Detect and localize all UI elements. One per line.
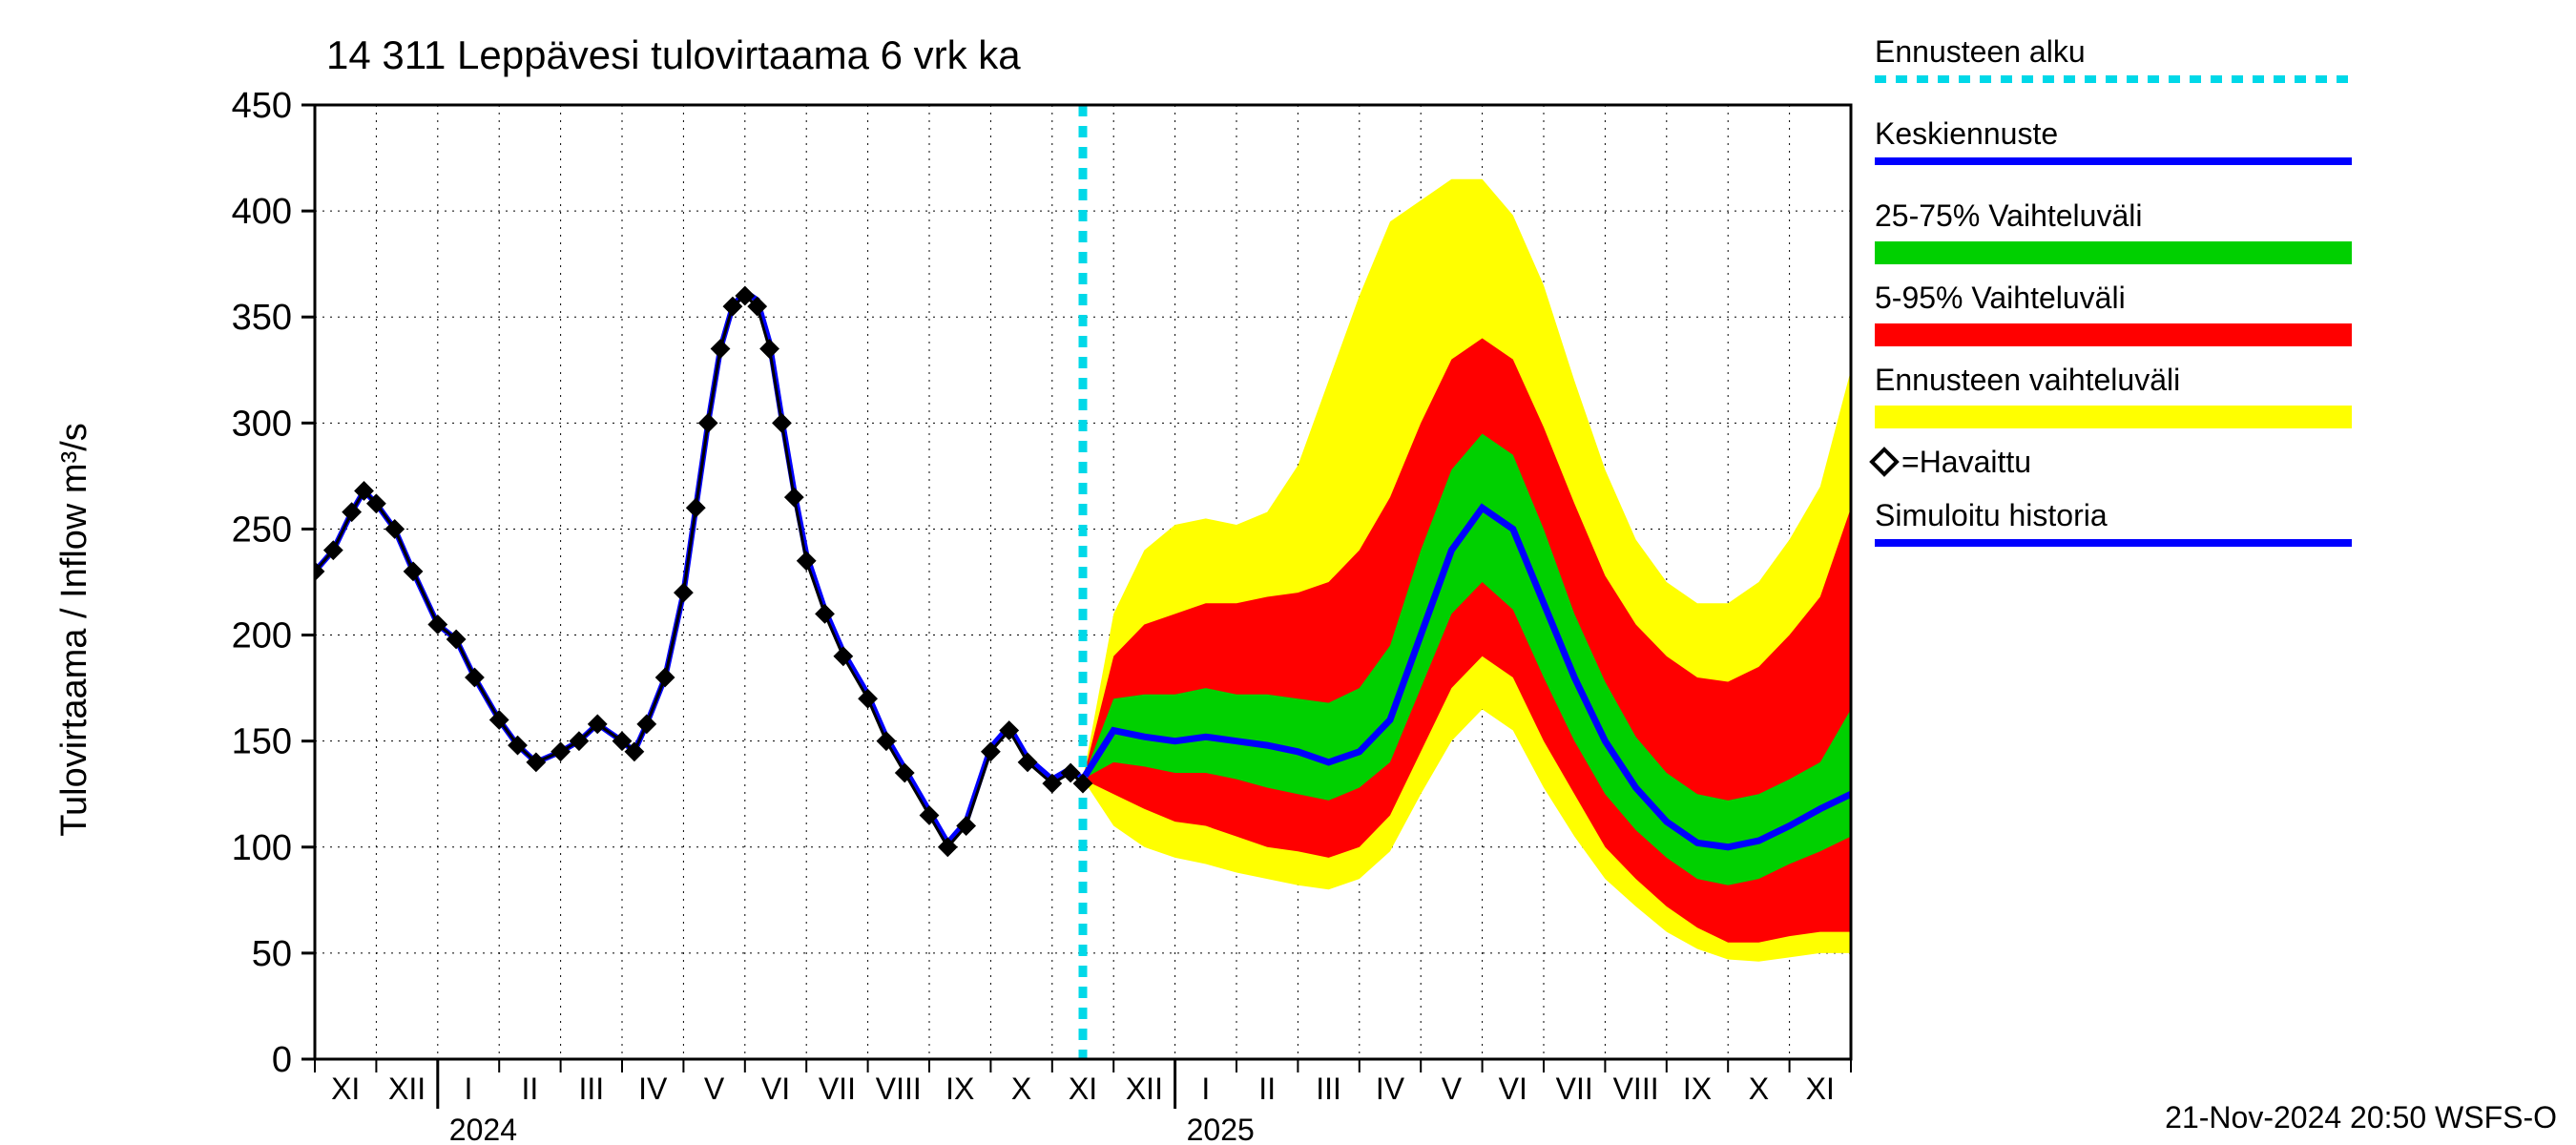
chart-container: 050100150200250300350400450XIXIIIIIIIIIV…: [0, 0, 2576, 1145]
x-month-label: VIII: [1613, 1072, 1659, 1106]
legend-label: 25-75% Vaihteluväli: [1875, 198, 2142, 233]
legend-label: Ennusteen vaihteluväli: [1875, 363, 2180, 397]
y-tick-label: 450: [232, 86, 292, 126]
x-month-label: XI: [1806, 1072, 1835, 1106]
x-month-label: I: [1201, 1072, 1210, 1106]
legend-swatch-band: [1875, 406, 2352, 428]
y-tick-label: 100: [232, 828, 292, 868]
x-month-label: IX: [945, 1072, 974, 1106]
x-month-label: IV: [638, 1072, 668, 1106]
x-month-label: II: [522, 1072, 539, 1106]
y-tick-label: 50: [252, 934, 292, 974]
legend-label: 5-95% Vaihteluväli: [1875, 281, 2126, 315]
legend-label: Ennusteen alku: [1875, 34, 2086, 69]
year-label: 2025: [1187, 1113, 1255, 1145]
x-month-label: V: [704, 1072, 725, 1106]
x-month-label: XI: [331, 1072, 360, 1106]
footer-timestamp: 21-Nov-2024 20:50 WSFS-O: [2165, 1100, 2557, 1135]
x-month-label: XII: [388, 1072, 426, 1106]
x-month-label: VI: [1499, 1072, 1527, 1106]
x-month-label: VII: [1556, 1072, 1593, 1106]
x-month-label: IX: [1683, 1072, 1712, 1106]
y-tick-label: 400: [232, 192, 292, 232]
legend-label: Keskiennuste: [1875, 116, 2058, 151]
y-axis-label: Tulovirtaama / Inflow m³/s: [54, 423, 94, 837]
x-month-label: X: [1011, 1072, 1031, 1106]
chart-title: 14 311 Leppävesi tulovirtaama 6 vrk ka: [326, 32, 1021, 77]
year-label: 2024: [449, 1113, 517, 1145]
legend-label: =Havaittu: [1901, 445, 2031, 479]
x-month-label: X: [1749, 1072, 1769, 1106]
x-month-label: VIII: [876, 1072, 922, 1106]
y-tick-label: 0: [272, 1040, 292, 1080]
y-tick-label: 200: [232, 616, 292, 656]
chart-svg: 050100150200250300350400450XIXIIIIIIIIIV…: [0, 0, 2576, 1145]
x-month-label: I: [465, 1072, 473, 1106]
x-month-label: XII: [1126, 1072, 1163, 1106]
y-tick-label: 250: [232, 510, 292, 550]
x-month-label: III: [1316, 1072, 1341, 1106]
x-month-label: VII: [819, 1072, 856, 1106]
x-month-label: VI: [761, 1072, 790, 1106]
x-month-label: III: [578, 1072, 604, 1106]
x-month-label: V: [1442, 1072, 1463, 1106]
y-tick-label: 350: [232, 298, 292, 338]
y-tick-label: 150: [232, 722, 292, 762]
y-tick-label: 300: [232, 404, 292, 444]
x-month-label: XI: [1069, 1072, 1097, 1106]
x-month-label: II: [1258, 1072, 1276, 1106]
legend-swatch-band: [1875, 323, 2352, 346]
legend-label: Simuloitu historia: [1875, 498, 2108, 532]
legend-swatch-band: [1875, 241, 2352, 264]
x-month-label: IV: [1376, 1072, 1405, 1106]
